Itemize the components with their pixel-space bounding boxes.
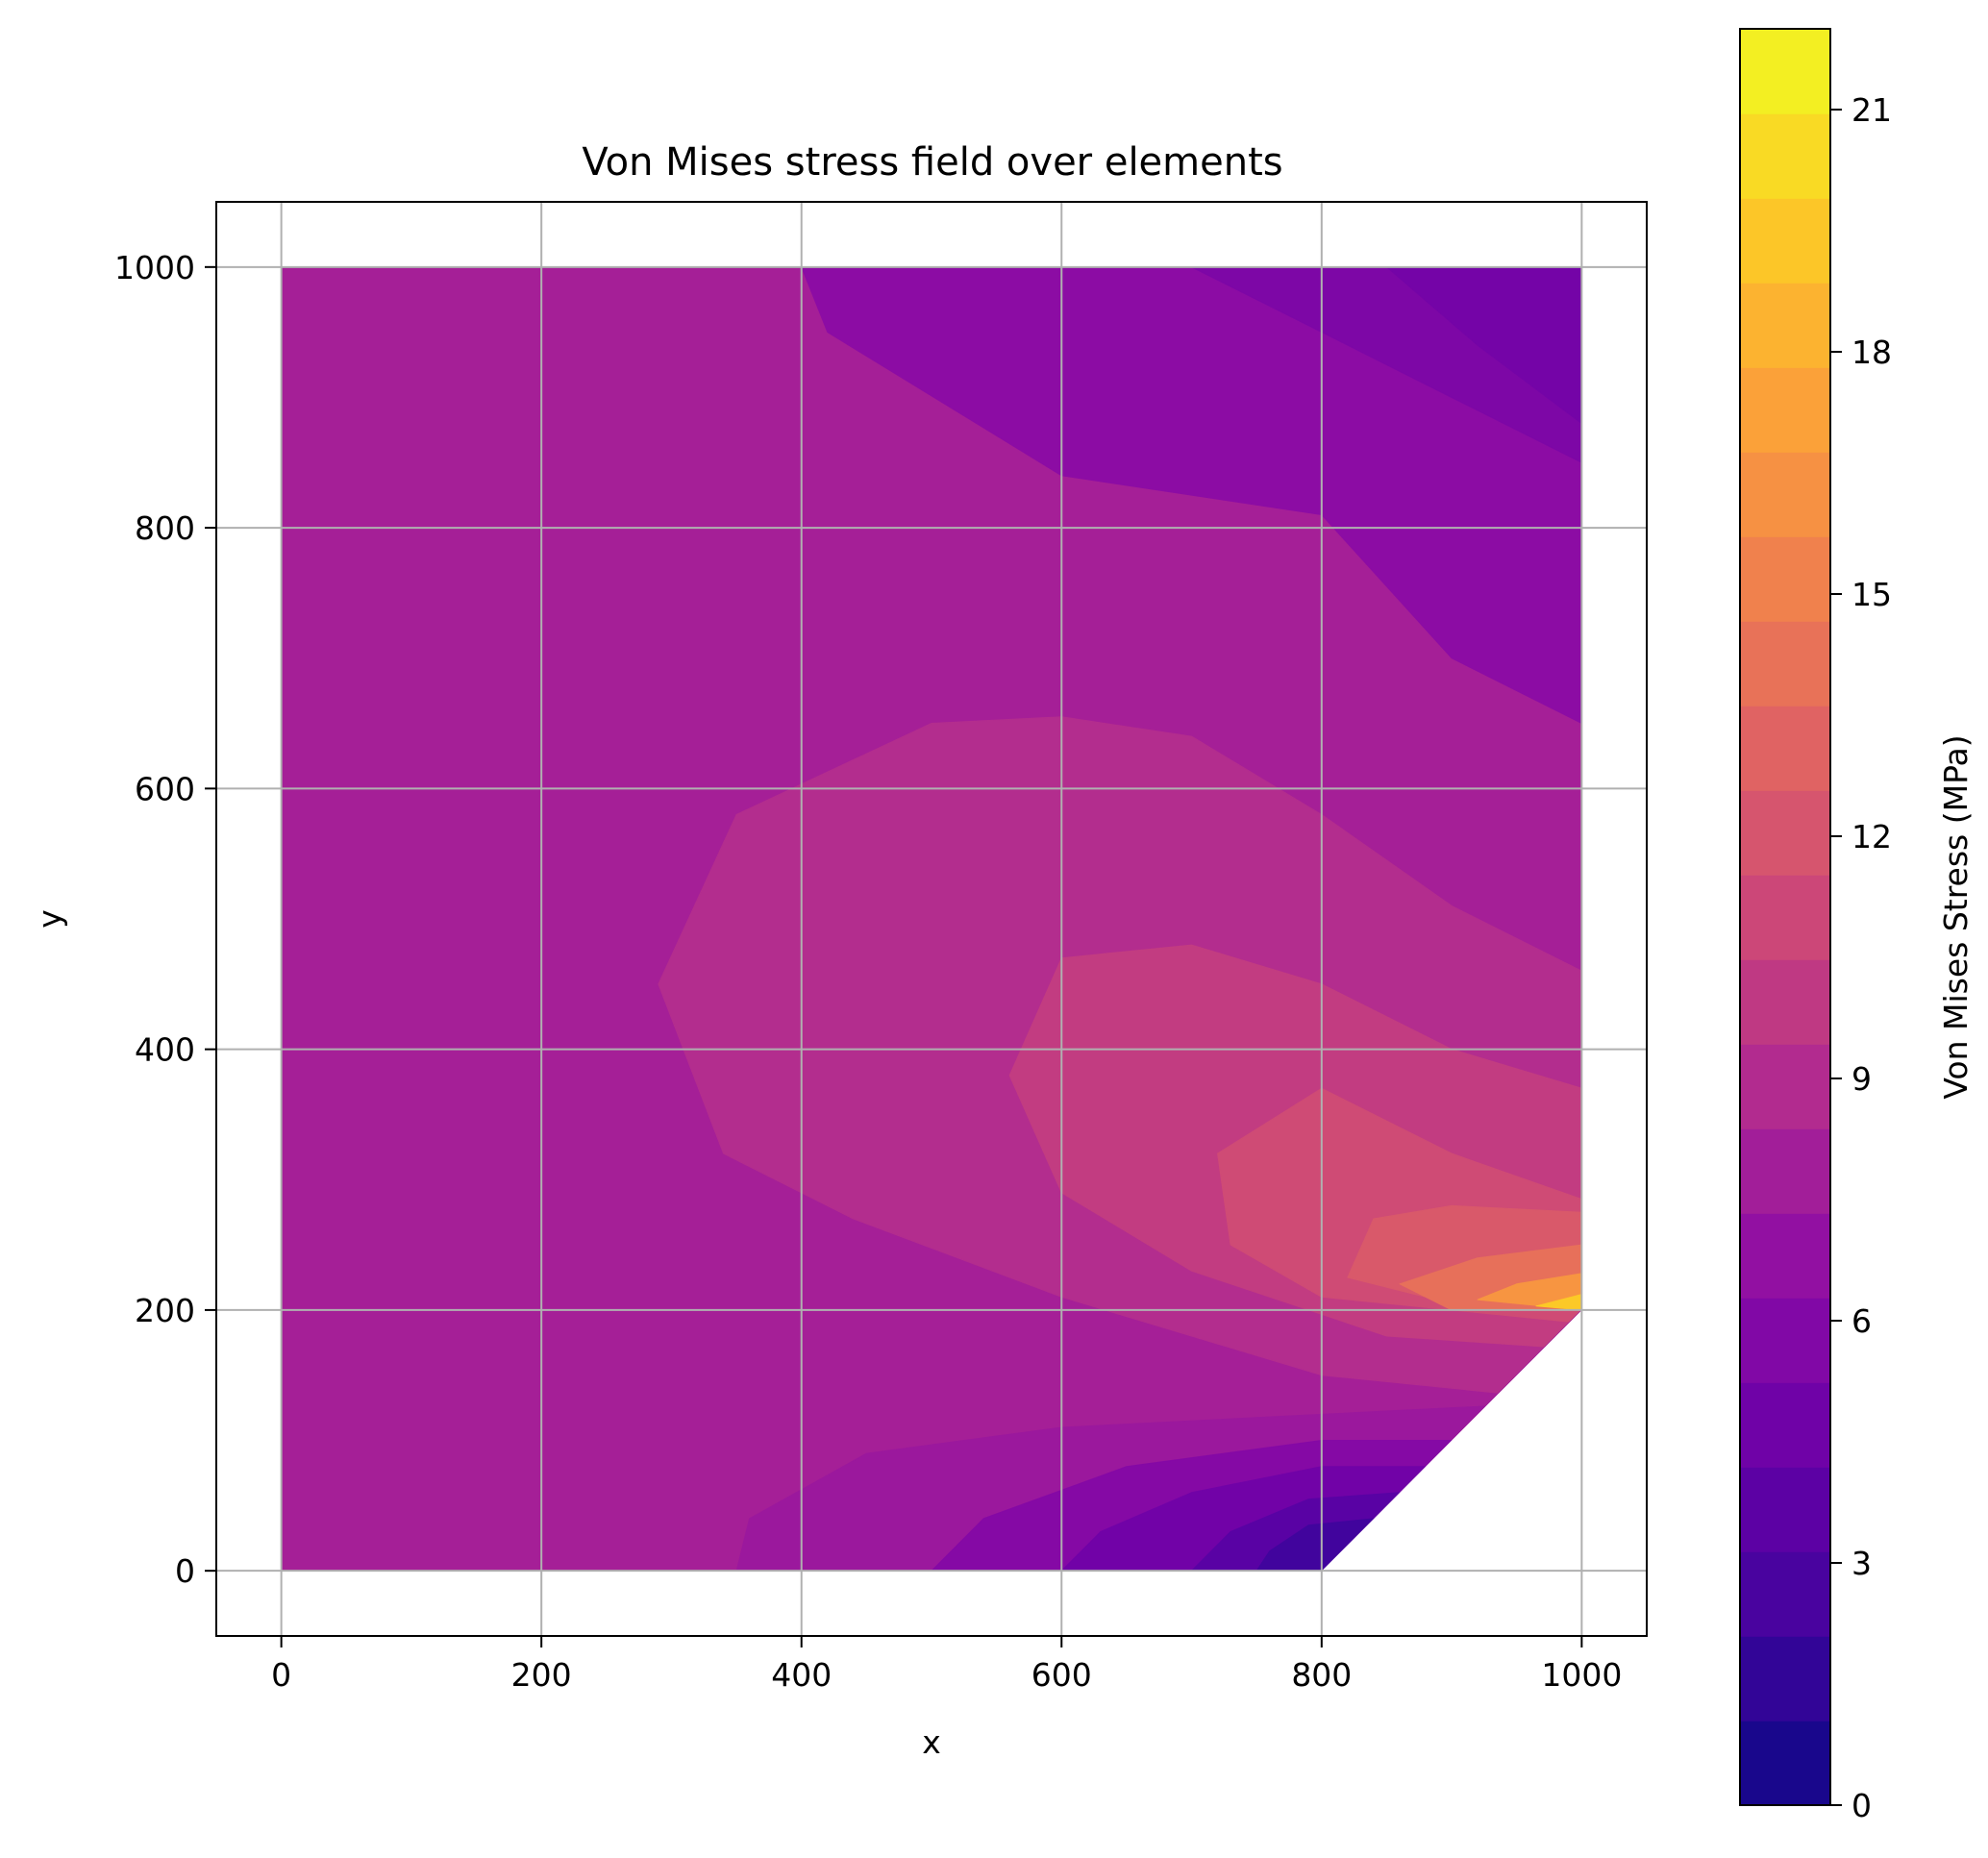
contour-layer (281, 266, 1582, 1572)
y-axis-label: y (31, 909, 68, 929)
contour-region-13 (1191, 1492, 1401, 1572)
colorbar-band (1740, 198, 1830, 284)
x-tick-label: 600 (1031, 1656, 1092, 1694)
colorbar-band (1740, 621, 1830, 706)
y-tick-label: 400 (135, 1031, 195, 1069)
colorbar: 0 3 6 9 12 15 18 21 Von Mises Stress (MPa) (1739, 28, 1975, 1824)
colorbar-band (1740, 29, 1830, 114)
colorbar-band (1740, 536, 1830, 622)
y-tick-label: 1000 (114, 249, 195, 286)
plot-area: 0 200 400 600 800 1000 0 200 400 600 800 1000 (114, 201, 1648, 1694)
contour-region-14 (1255, 1518, 1375, 1572)
y-tick-label: 0 (175, 1552, 195, 1590)
grid-lines (216, 202, 1647, 1636)
colorbar-label: Von Mises Stress (MPa) (1937, 734, 1975, 1099)
x-tick-label: 200 (511, 1656, 572, 1694)
colorbar-band (1740, 283, 1830, 368)
x-tick-label: 1000 (1541, 1656, 1622, 1694)
x-axis-label: x (922, 1723, 941, 1761)
colorbar-tick-label: 9 (1851, 1060, 1872, 1098)
colorbar-band (1740, 1721, 1830, 1806)
colorbar-band (1740, 1298, 1830, 1383)
colorbar-band (1740, 1467, 1830, 1552)
colorbar-tick-label: 18 (1851, 334, 1892, 371)
chart-title: Von Mises stress field over elements (582, 140, 1282, 185)
colorbar-band (1740, 367, 1830, 453)
colorbar-band (1740, 875, 1830, 960)
colorbar-tick-label: 15 (1851, 576, 1892, 613)
colorbar-band (1740, 1213, 1830, 1299)
plot-frame (215, 201, 1648, 1637)
x-tick-label: 400 (771, 1656, 832, 1694)
y-tick-label: 200 (135, 1292, 195, 1329)
colorbar-band (1740, 790, 1830, 876)
colorbar-band (1740, 1551, 1830, 1637)
x-tick-label: 0 (271, 1656, 291, 1694)
colorbar-band (1740, 452, 1830, 537)
y-tick-label: 600 (135, 770, 195, 807)
y-tick-label: 800 (135, 509, 195, 547)
colorbar-band (1740, 113, 1830, 199)
colorbar-tick-label: 21 (1851, 91, 1892, 129)
y-axis-ticks: 0 200 400 600 800 1000 (114, 249, 216, 1590)
x-axis-ticks: 0 200 400 600 800 1000 (271, 1636, 1622, 1694)
colorbar-band (1740, 1636, 1830, 1722)
colorbar-band (1740, 1382, 1830, 1468)
colorbar-band (1740, 1128, 1830, 1214)
colorbar-band (1740, 959, 1830, 1045)
colorbar-tick-label: 12 (1851, 818, 1892, 855)
colorbar-tick-label: 0 (1851, 1787, 1872, 1824)
colorbar-ticks: 0 3 6 9 12 15 18 21 (1830, 91, 1892, 1824)
colorbar-band (1740, 1044, 1830, 1129)
x-tick-label: 800 (1291, 1656, 1352, 1694)
colorbar-tick-label: 3 (1851, 1545, 1872, 1582)
colorbar-band (1740, 706, 1830, 791)
colorbar-frame (1739, 28, 1831, 1806)
colorbar-tick-label: 6 (1851, 1302, 1872, 1340)
colorbar-bands (1740, 29, 1830, 1806)
